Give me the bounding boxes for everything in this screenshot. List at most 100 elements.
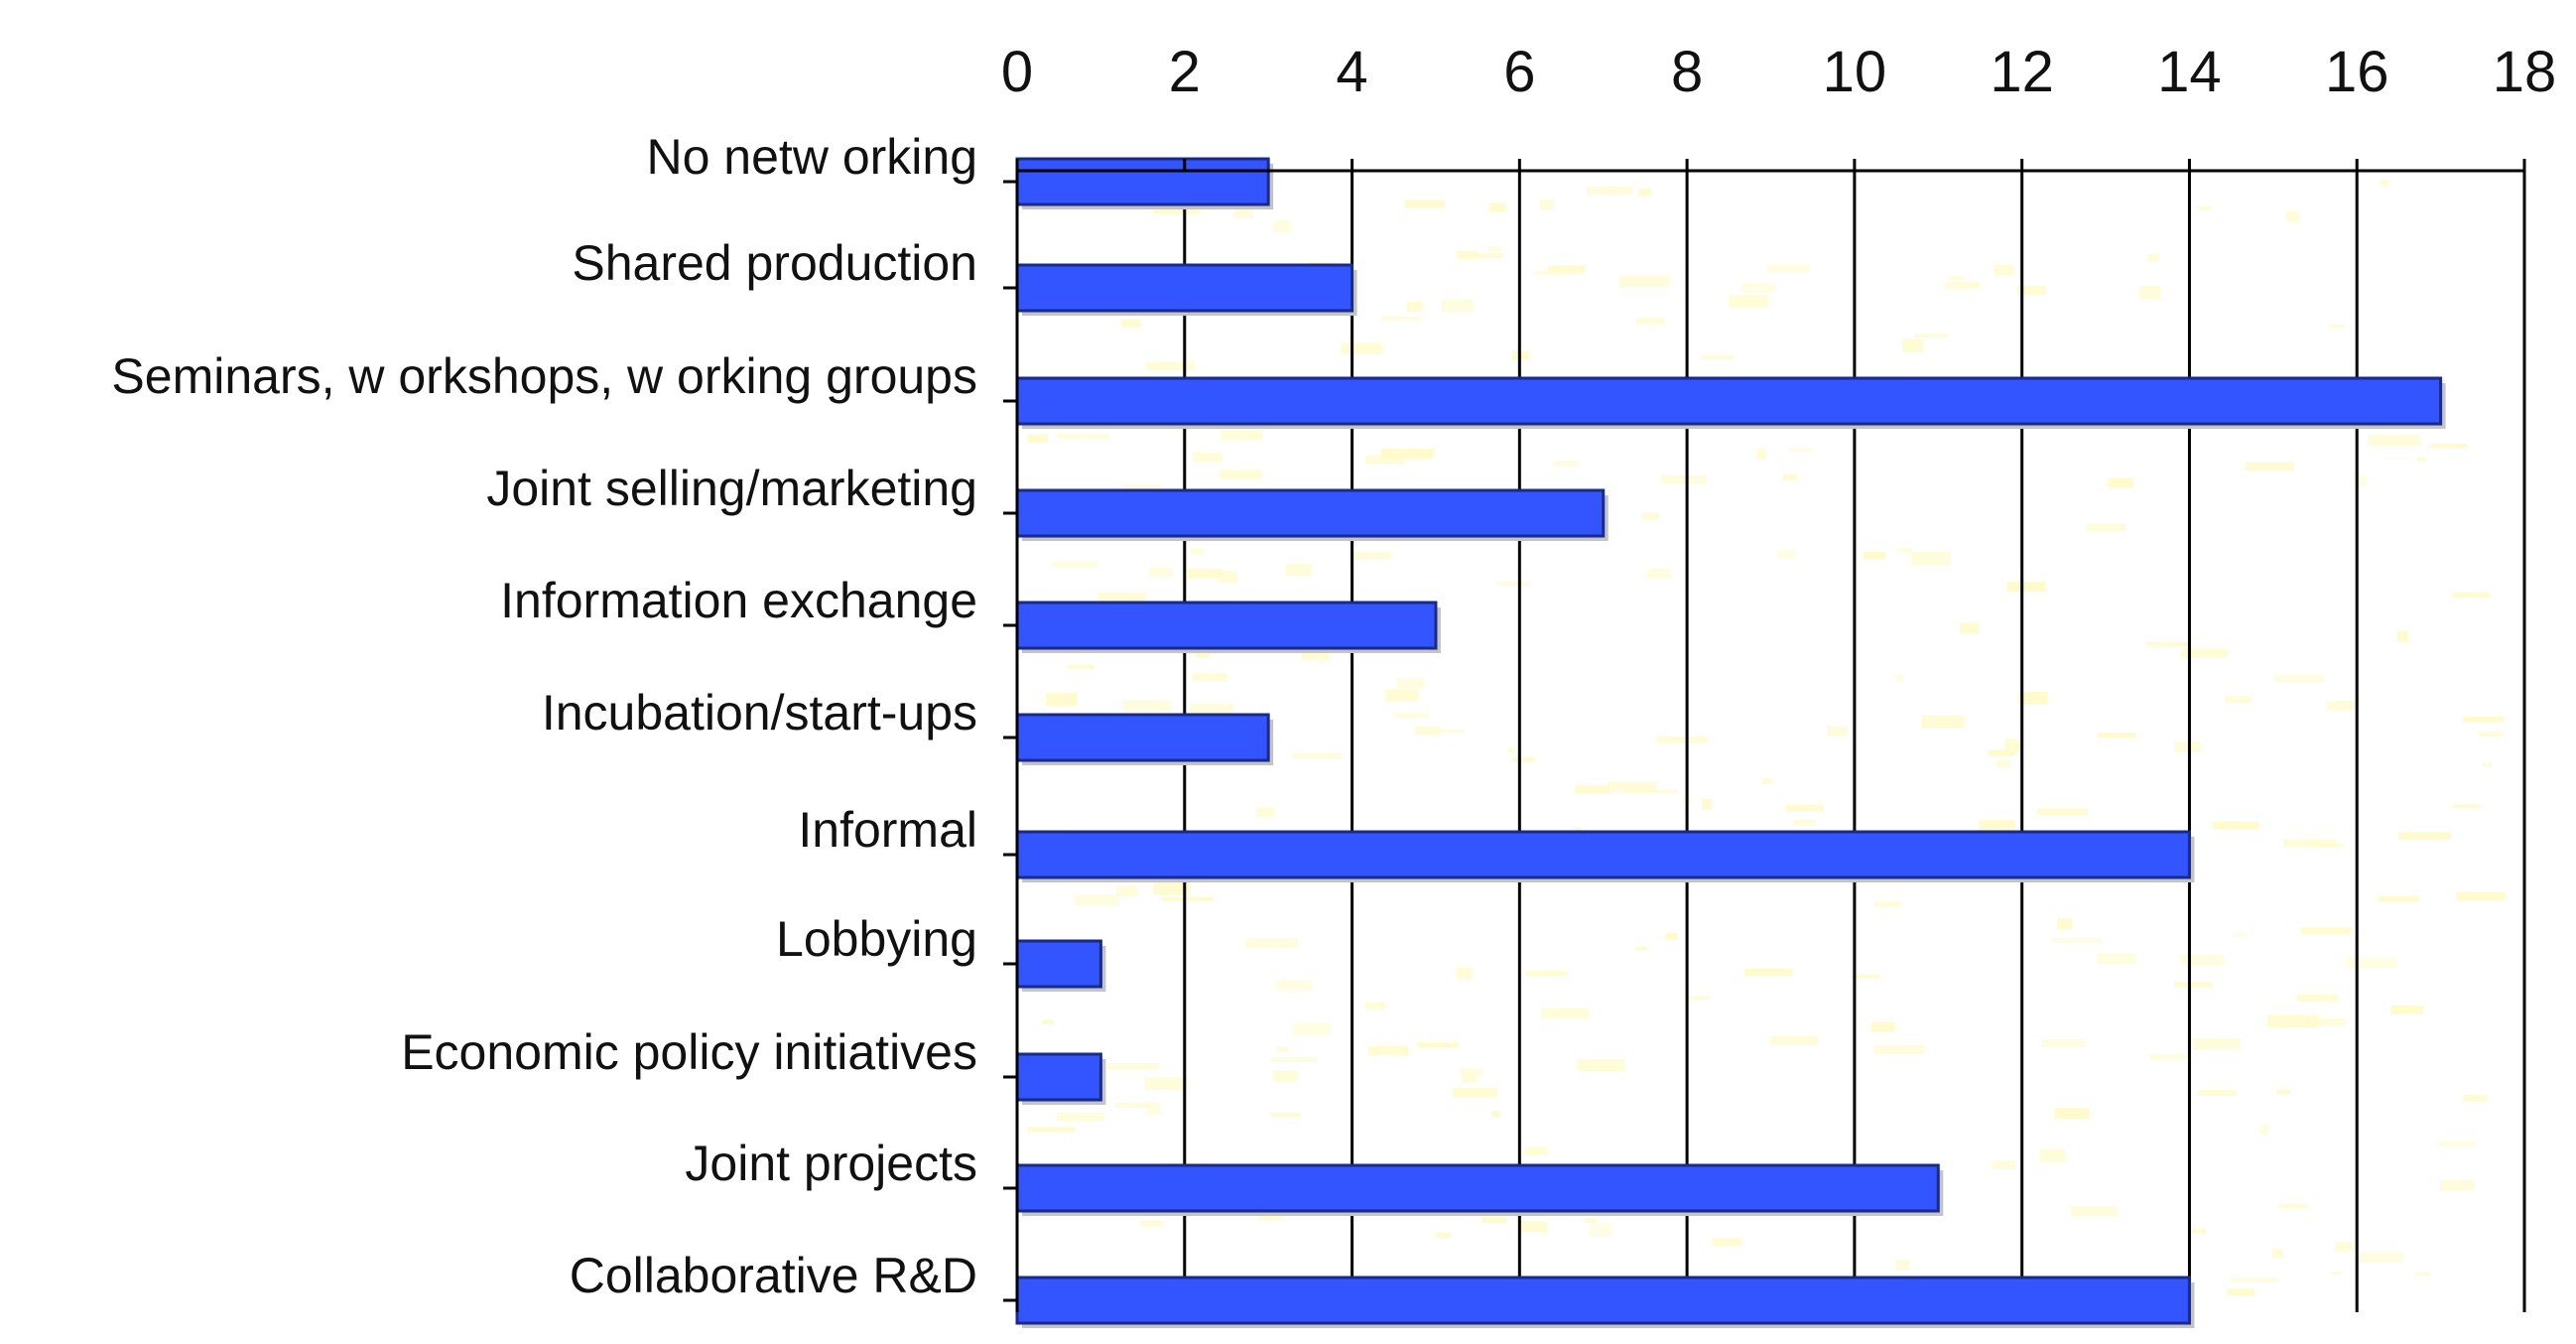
background-speckle	[2212, 821, 2259, 830]
background-speckle	[1577, 1059, 1625, 1072]
background-speckle	[1945, 281, 1981, 289]
background-speckle	[1895, 674, 1904, 682]
background-speckle	[1618, 275, 1670, 288]
x-tick-label: 14	[2157, 40, 2222, 104]
background-speckle	[1921, 715, 1965, 729]
background-speckle	[1144, 1077, 1188, 1091]
background-speckle	[1042, 1019, 1055, 1025]
bar	[1015, 1052, 1102, 1102]
background-speckle	[1992, 1160, 2016, 1169]
background-speckle	[2283, 839, 2337, 847]
x-tick-labels: 0 2 4 6 8 10 12 14 16 18	[1001, 40, 2556, 104]
background-speckle	[1415, 726, 1441, 736]
background-speckle	[1910, 552, 1951, 565]
background-speckle	[1870, 1021, 1895, 1032]
background-speckle	[2452, 804, 2481, 809]
background-speckle	[2440, 1179, 2474, 1191]
background-speckle	[1256, 807, 1275, 818]
background-speckle	[1979, 820, 2015, 832]
background-speckle	[1461, 1072, 1478, 1083]
background-speckle	[1218, 570, 1237, 583]
background-speckle	[2181, 648, 2229, 658]
background-speckle	[2097, 733, 2136, 739]
background-speckle	[2300, 927, 2352, 935]
background-speckle	[2276, 1089, 2291, 1095]
background-speckle	[1712, 1238, 1742, 1247]
background-speckle	[1863, 551, 1886, 559]
category-label: Shared production	[572, 235, 977, 291]
background-speckle	[1635, 318, 1665, 326]
bar	[1015, 157, 1270, 206]
background-speckle	[1741, 283, 1776, 294]
background-speckle	[1767, 264, 1811, 273]
background-speckle	[1782, 473, 1797, 480]
category-label: Lobbying	[776, 911, 977, 967]
background-speckle	[1257, 1213, 1282, 1221]
category-label: Information exchange	[500, 573, 977, 628]
background-speckle	[2296, 994, 2338, 1002]
background-speckle	[1275, 980, 1313, 992]
background-speckle	[2174, 741, 2201, 752]
background-speckle	[1270, 1113, 1301, 1117]
bar	[1015, 601, 1438, 650]
background-speckle	[1793, 819, 1816, 826]
x-tick-label: 0	[1001, 40, 1033, 104]
background-speckle	[1507, 747, 1516, 753]
background-speckle	[1292, 1022, 1332, 1036]
background-speckle	[1657, 736, 1708, 743]
background-speckle	[2345, 957, 2398, 969]
background-speckle	[2108, 477, 2134, 488]
background-speckle	[1406, 302, 1423, 312]
background-speckle	[1121, 700, 1171, 712]
background-speckle	[2037, 808, 2089, 816]
background-speckle	[1756, 448, 1767, 460]
background-speckle	[2054, 1108, 2090, 1120]
background-speckle	[1948, 276, 1964, 281]
background-speckle	[2452, 592, 2490, 599]
background-speckle	[1660, 474, 1707, 483]
category-label: Incubation/start-ups	[542, 685, 977, 740]
background-speckle	[1365, 1002, 1386, 1009]
background-speckle	[1097, 592, 1146, 604]
background-speckle	[1553, 461, 1579, 467]
background-speckle	[1187, 568, 1223, 579]
background-speckle	[1459, 1068, 1483, 1075]
background-speckle	[1140, 1220, 1165, 1228]
background-speckle	[1433, 729, 1464, 734]
background-speckle	[2180, 954, 2225, 966]
background-speckle	[1292, 752, 1343, 758]
background-speckle	[1364, 455, 1404, 465]
background-speckle	[1190, 547, 1205, 555]
background-speckle	[2430, 444, 2468, 449]
background-speckle	[1688, 996, 1710, 1001]
background-speckle	[1028, 434, 1049, 444]
background-speckle	[1146, 361, 1196, 371]
background-speckle	[2147, 253, 2160, 262]
background-speckle	[1272, 220, 1291, 233]
background-speckle	[2378, 895, 2419, 902]
bar	[1015, 376, 2443, 426]
background-speckle	[1027, 1127, 1076, 1133]
background-speckle	[1873, 1045, 1925, 1054]
background-speckle	[2016, 285, 2046, 295]
background-speckle	[2273, 674, 2324, 683]
background-speckle	[1245, 937, 1299, 948]
background-speckle	[1729, 295, 1769, 309]
background-speckle	[1996, 759, 2010, 768]
background-speckle	[2234, 932, 2249, 938]
bar	[1015, 1163, 1940, 1213]
background-speckle	[2174, 982, 2213, 988]
background-speckle	[2463, 716, 2505, 723]
bar	[1015, 263, 1354, 313]
background-speckle	[1511, 756, 1536, 762]
background-speckle	[2368, 435, 2420, 447]
x-tick-label: 16	[2325, 40, 2389, 104]
background-speckle	[1452, 1088, 1497, 1098]
background-speckle	[1121, 319, 1140, 328]
background-speckle	[2286, 210, 2300, 222]
background-speckle	[1488, 246, 1502, 252]
background-speckle	[2070, 1206, 2119, 1216]
category-labels: No netw orking Shared production Seminars,…	[111, 129, 977, 1303]
bar	[1015, 939, 1102, 989]
category-label: No netw orking	[647, 129, 978, 185]
